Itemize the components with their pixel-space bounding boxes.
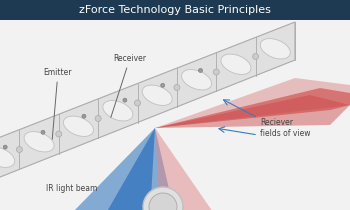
Circle shape [134, 100, 140, 106]
Text: Reciever
fields of view: Reciever fields of view [260, 118, 310, 138]
Circle shape [213, 69, 219, 75]
Circle shape [56, 131, 62, 137]
Ellipse shape [103, 101, 133, 121]
Circle shape [174, 84, 180, 91]
Polygon shape [0, 22, 295, 185]
Ellipse shape [221, 54, 251, 74]
Polygon shape [105, 128, 155, 210]
Circle shape [16, 147, 22, 152]
Text: zForce Technology Basic Principles: zForce Technology Basic Principles [79, 5, 271, 15]
Circle shape [143, 187, 183, 210]
Circle shape [95, 116, 101, 122]
Text: Receiver: Receiver [111, 54, 147, 117]
Text: IR light beam: IR light beam [46, 184, 98, 193]
Text: Emitter: Emitter [44, 67, 72, 139]
Circle shape [82, 114, 86, 118]
Ellipse shape [24, 132, 54, 152]
Ellipse shape [0, 147, 15, 167]
Circle shape [41, 130, 45, 134]
Circle shape [123, 98, 127, 102]
Circle shape [253, 54, 259, 59]
Polygon shape [70, 128, 175, 210]
Polygon shape [155, 88, 350, 128]
Circle shape [161, 83, 165, 87]
Polygon shape [155, 95, 350, 128]
Ellipse shape [260, 39, 290, 59]
Ellipse shape [142, 85, 172, 105]
Polygon shape [155, 78, 350, 128]
Circle shape [149, 193, 177, 210]
Circle shape [198, 68, 203, 72]
Circle shape [3, 145, 7, 149]
Ellipse shape [63, 116, 93, 136]
Bar [0, 0, 350, 20]
Ellipse shape [182, 70, 211, 90]
Polygon shape [155, 128, 215, 210]
